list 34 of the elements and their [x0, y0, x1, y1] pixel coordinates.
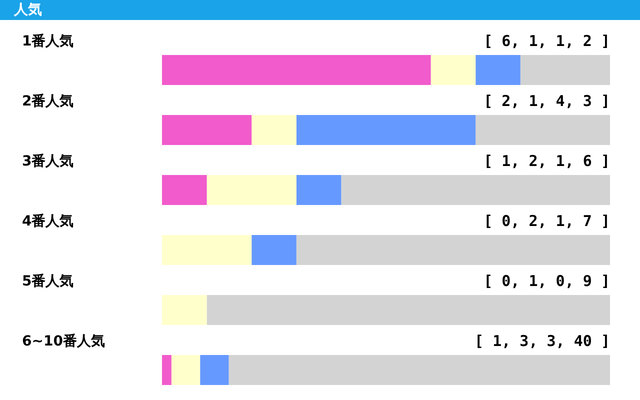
- y-tick-label: 3番人気: [22, 154, 74, 170]
- annotation: [ 6, 1, 1, 2 ]: [484, 32, 610, 50]
- y-tick-label: 6~10番人気: [22, 334, 105, 350]
- annotation: [ 0, 1, 0, 9 ]: [484, 272, 610, 290]
- annotation: [ 0, 2, 1, 7 ]: [484, 212, 610, 230]
- bar: [476, 115, 610, 145]
- y-tick-label: 1番人気: [22, 34, 74, 50]
- y-tick-label: 2番人気: [22, 94, 74, 110]
- y-tick-label: 5番人気: [22, 274, 74, 290]
- bar: [296, 115, 476, 145]
- bar: [162, 175, 207, 205]
- bar: [200, 355, 229, 385]
- bar: [252, 115, 296, 145]
- bar: [206, 175, 296, 205]
- bar: [162, 295, 207, 325]
- bar: [228, 355, 610, 385]
- bar: [341, 175, 610, 205]
- bar: [476, 55, 520, 85]
- bar: [430, 55, 476, 85]
- bar: [252, 235, 296, 265]
- bar: [162, 115, 252, 145]
- bar: [206, 295, 610, 325]
- text: 人気: [0, 0, 640, 20]
- annotation: [ 1, 2, 1, 6 ]: [484, 152, 610, 170]
- y-tick-label: 4番人気: [22, 214, 74, 230]
- bar: [162, 55, 431, 85]
- bar: [162, 235, 252, 265]
- bar: [296, 175, 342, 205]
- bar: [162, 355, 172, 385]
- bar: [296, 235, 610, 265]
- annotation: [ 1, 3, 3, 40 ]: [474, 332, 610, 350]
- bar: [171, 355, 200, 385]
- annotation: [ 2, 1, 4, 3 ]: [484, 92, 610, 110]
- bar: [520, 55, 610, 85]
